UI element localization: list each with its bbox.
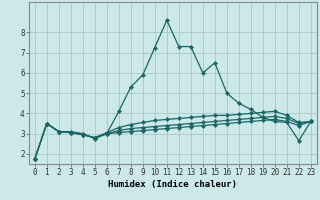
X-axis label: Humidex (Indice chaleur): Humidex (Indice chaleur) (108, 180, 237, 189)
